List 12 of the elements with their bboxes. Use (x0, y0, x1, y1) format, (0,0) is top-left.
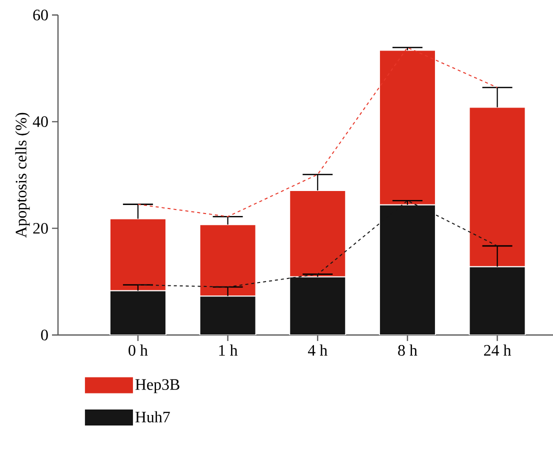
y-axis-title: Apoptosis cells (%) (15, 112, 30, 238)
legend-label: Huh7 (135, 411, 170, 422)
x-tick-label: 0 h (128, 344, 148, 356)
y-tick-label: 0 (41, 330, 48, 340)
x-tick-label: 24 h (484, 344, 512, 356)
y-tick-label: 60 (33, 10, 48, 20)
y-tick-label: 20 (33, 222, 48, 234)
x-tick-label: 8 h (398, 344, 418, 356)
x-tick-label: 1 h (219, 344, 238, 356)
x-tick-label: 4 h (308, 344, 328, 356)
y-tick-label: 40 (32, 116, 48, 128)
legend-label: Hep3B (135, 379, 180, 394)
